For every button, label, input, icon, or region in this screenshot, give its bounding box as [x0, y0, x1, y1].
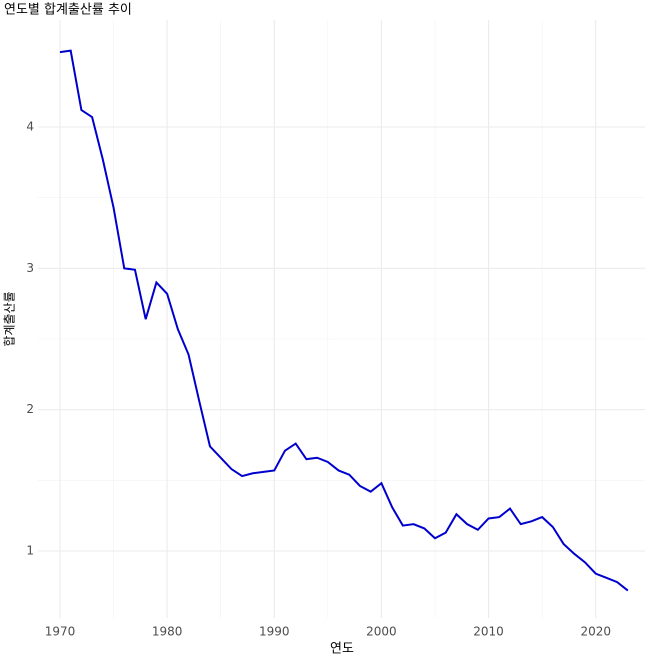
- y-axis-label: 합계출산률: [3, 291, 17, 346]
- x-tick-label: 1980: [152, 625, 183, 639]
- y-tick-label: 4: [26, 119, 34, 133]
- chart-title: 연도별 합계출산률 추이: [4, 3, 132, 18]
- y-tick-label: 3: [26, 261, 34, 275]
- y-tick-label: 2: [26, 402, 34, 416]
- y-tick-label: 1: [26, 544, 34, 558]
- x-tick-label: 1970: [45, 625, 76, 639]
- x-tick-label: 2000: [366, 625, 397, 639]
- x-axis-label: 연도: [330, 642, 354, 657]
- x-tick-label: 2020: [580, 625, 611, 639]
- x-tick-label: 2010: [473, 625, 504, 639]
- x-tick-label: 1990: [259, 625, 290, 639]
- line: [59, 49, 629, 592]
